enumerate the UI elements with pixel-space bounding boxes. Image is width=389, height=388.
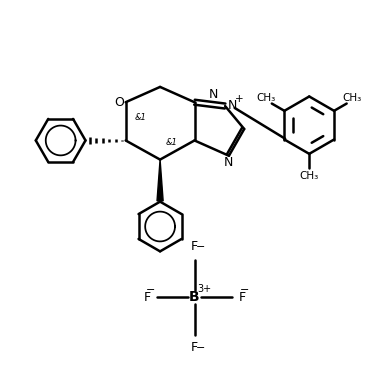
Polygon shape <box>157 159 163 201</box>
Text: F: F <box>191 341 198 354</box>
Text: N: N <box>224 156 234 169</box>
Text: CH₃: CH₃ <box>257 94 276 103</box>
Text: N: N <box>209 88 218 101</box>
Text: &1: &1 <box>166 138 177 147</box>
Text: −: − <box>196 242 206 252</box>
Text: N: N <box>228 99 237 112</box>
Text: F: F <box>238 291 245 304</box>
Text: F: F <box>144 291 151 304</box>
Text: −: − <box>240 285 250 294</box>
Text: −: − <box>146 285 155 294</box>
Text: CH₃: CH₃ <box>343 94 362 103</box>
Text: &1: &1 <box>135 113 147 122</box>
Text: +: + <box>235 94 244 104</box>
Text: F: F <box>191 240 198 253</box>
Text: 3+: 3+ <box>197 284 211 294</box>
Text: −: − <box>196 343 206 353</box>
Text: O: O <box>114 96 124 109</box>
Text: B: B <box>189 290 200 304</box>
Text: CH₃: CH₃ <box>300 171 319 181</box>
